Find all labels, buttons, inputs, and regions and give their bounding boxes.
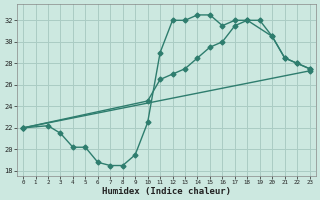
X-axis label: Humidex (Indice chaleur): Humidex (Indice chaleur) <box>102 187 231 196</box>
